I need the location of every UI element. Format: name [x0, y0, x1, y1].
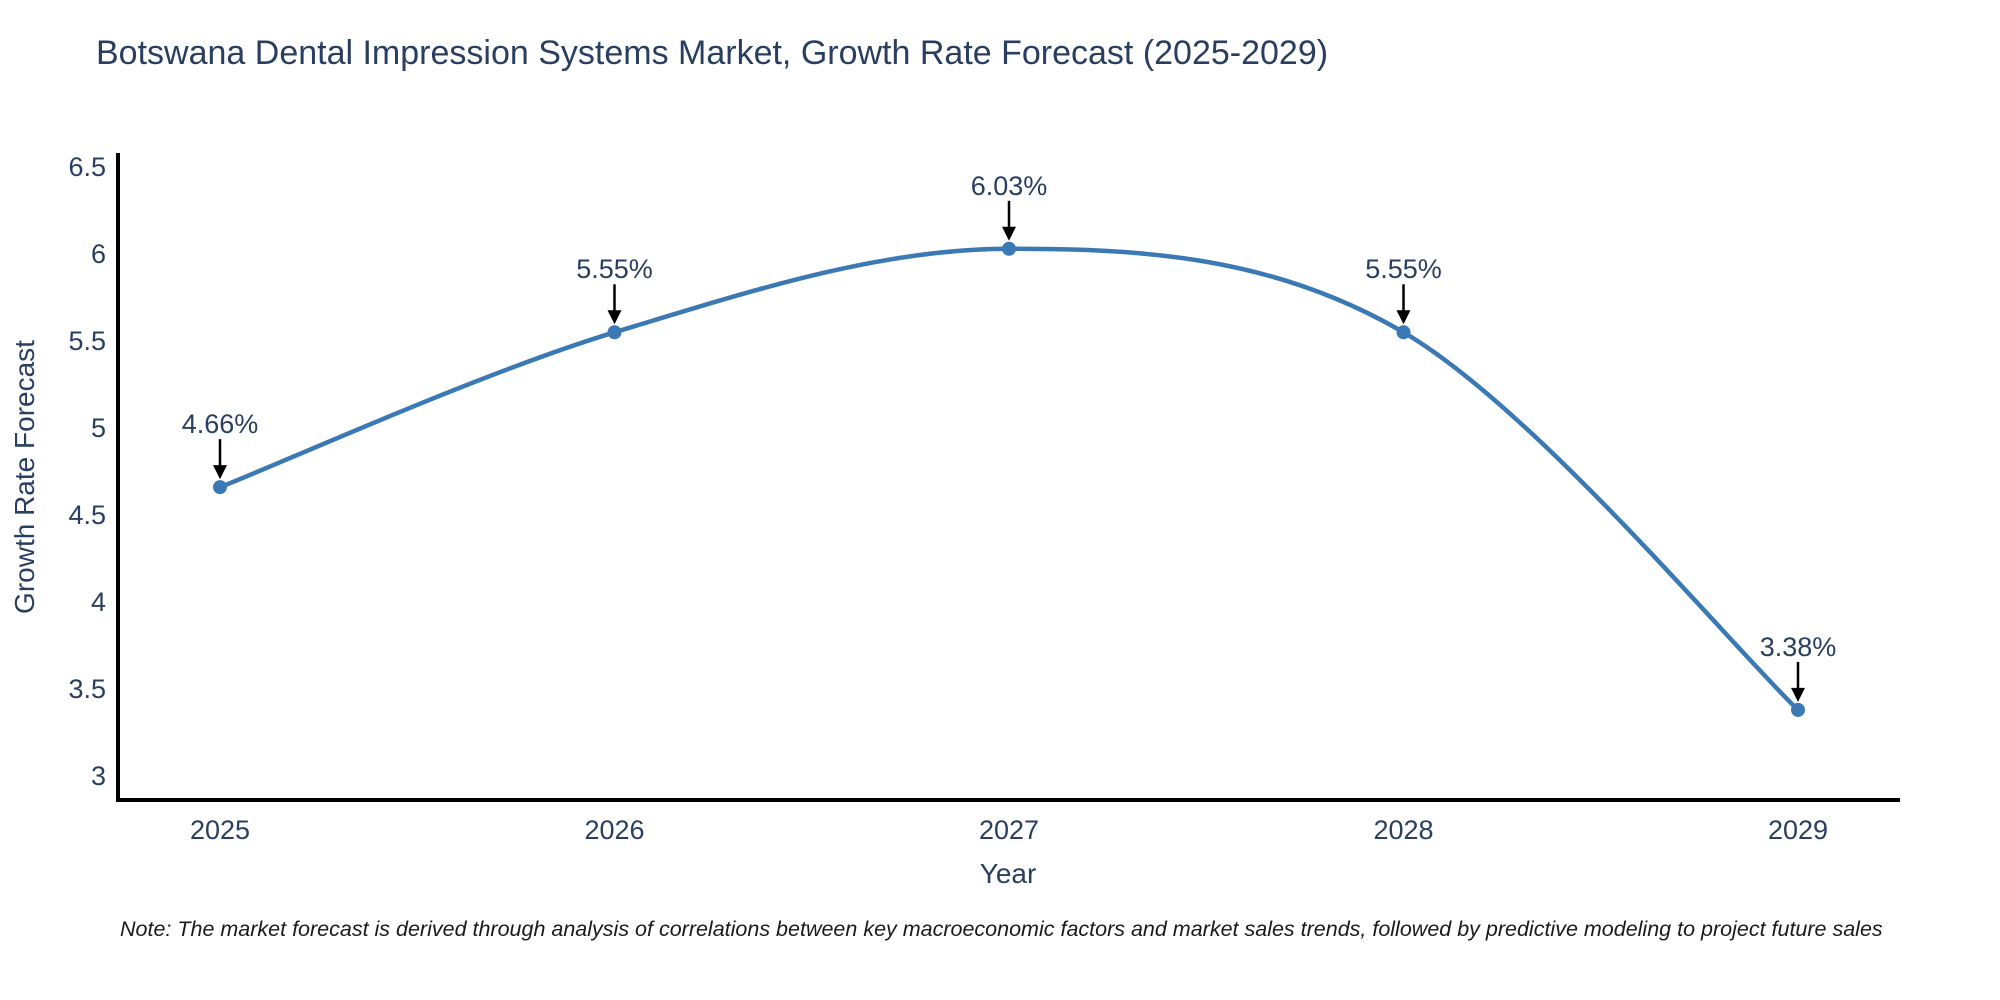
data-point-marker — [1396, 325, 1411, 340]
y-tick-label: 4.5 — [68, 500, 106, 530]
y-axis-title: Growth Rate Forecast — [9, 340, 40, 614]
x-axis-title: Year — [979, 858, 1037, 889]
x-tick-label: 2025 — [189, 815, 251, 845]
annotation-label: 6.03% — [970, 170, 1048, 201]
x-tick-label: 2028 — [1373, 815, 1434, 845]
chart-title: Botswana Dental Impression Systems Marke… — [96, 34, 1329, 72]
x-tick-label: 2029 — [1767, 815, 1829, 845]
data-point-marker — [1791, 702, 1805, 717]
annotation-label: 5.55% — [1365, 254, 1442, 285]
annotation-label: 4.66% — [181, 409, 259, 440]
annotation-label: 5.55% — [576, 254, 653, 285]
annotation-arrowhead — [1002, 226, 1016, 241]
annotation-arrowhead — [607, 310, 622, 325]
annotation-label: 3.38% — [1759, 631, 1837, 662]
x-tick-label: 2026 — [584, 815, 645, 845]
y-tick-label: 3.5 — [68, 674, 106, 704]
chart-footnote: Note: The market forecast is derived thr… — [120, 917, 1883, 941]
forecast-line — [217, 246, 1801, 713]
x-tick-label: 2027 — [978, 815, 1040, 845]
y-tick-label: 4 — [90, 587, 106, 617]
y-tick-label: 5.5 — [68, 326, 106, 356]
y-tick-label: 3 — [90, 761, 106, 791]
data-point-marker — [213, 480, 227, 495]
y-tick-label: 5 — [90, 413, 106, 443]
annotation-arrowhead — [213, 465, 227, 480]
data-point-marker — [607, 325, 622, 340]
data-point-marker — [1002, 241, 1016, 256]
y-tick-label: 6 — [90, 239, 106, 269]
y-tick-label: 6.5 — [68, 152, 106, 182]
annotation-arrowhead — [1396, 310, 1411, 325]
annotation-arrowhead — [1791, 687, 1805, 702]
